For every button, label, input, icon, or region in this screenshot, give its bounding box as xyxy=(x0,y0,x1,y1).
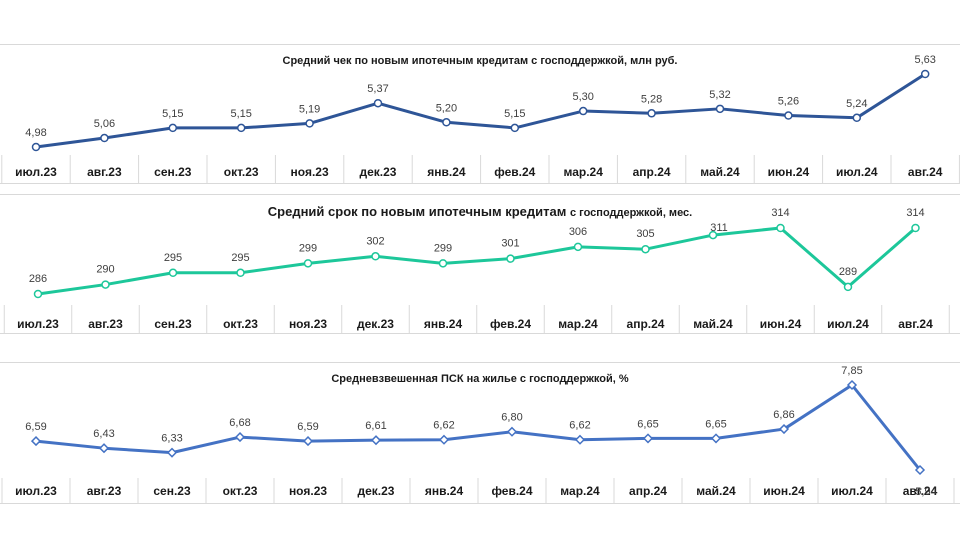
x-tick-label: авг.23 xyxy=(87,484,122,498)
chart-psk: июл.23 авг.23 сен.23 окт.23 ноя.23 дек.23 янв.… xyxy=(0,0,960,540)
data-label: 6,43 xyxy=(93,428,114,440)
data-label: 5,94 xyxy=(915,486,936,498)
data-point xyxy=(508,428,516,436)
x-tick-label: окт.23 xyxy=(223,484,258,498)
data-label: 6,65 xyxy=(705,418,726,430)
data-label: 6,62 xyxy=(433,420,454,432)
x-tick-label: июл.24 xyxy=(831,484,873,498)
data-point xyxy=(304,437,312,445)
data-label: 6,61 xyxy=(365,420,386,432)
x-tick-label: июл.23 xyxy=(15,484,57,498)
x-tick-label: июн.24 xyxy=(763,484,805,498)
data-point xyxy=(712,434,720,442)
data-point xyxy=(576,436,584,444)
x-tick-label: янв.24 xyxy=(425,484,464,498)
data-point xyxy=(644,434,652,442)
x-tick-label: мар.24 xyxy=(560,484,600,498)
data-label: 6,59 xyxy=(297,421,318,433)
data-label: 6,62 xyxy=(569,420,590,432)
data-label: 6,59 xyxy=(25,421,46,433)
data-point xyxy=(32,437,40,445)
data-point xyxy=(372,436,380,444)
data-label: 6,33 xyxy=(161,433,182,445)
x-tick-label: май.24 xyxy=(696,484,736,498)
data-label: 6,80 xyxy=(501,412,522,424)
data-label: 6,86 xyxy=(773,409,794,421)
x-tick-label: фев.24 xyxy=(491,484,532,498)
x-tick-label: дек.23 xyxy=(358,484,395,498)
x-tick-label: сен.23 xyxy=(153,484,191,498)
data-point xyxy=(236,433,244,441)
data-point xyxy=(440,436,448,444)
data-label: 6,65 xyxy=(637,418,658,430)
data-label: 6,68 xyxy=(229,417,250,429)
data-point xyxy=(100,444,108,452)
x-tick-label: ноя.23 xyxy=(289,484,327,498)
x-tick-label: апр.24 xyxy=(629,484,667,498)
data-label: 7,85 xyxy=(841,365,862,377)
data-point xyxy=(168,449,176,457)
